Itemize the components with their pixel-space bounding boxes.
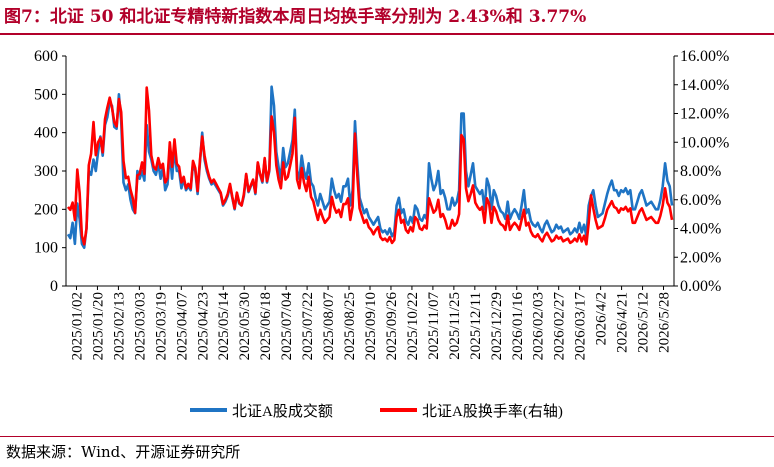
series-layer — [66, 85, 674, 249]
y-right-tick-label: 0.00% — [680, 278, 721, 295]
x-tick-label: 2025/12/29 — [489, 292, 505, 360]
chart-title: 图7：北证 50 和北证专精特新指数本周日均换手率分别为 2.43%和 3.77… — [4, 7, 587, 27]
x-tick-label: 2025/09/10 — [363, 292, 379, 360]
y-right-tick-label: 4.00% — [680, 221, 721, 238]
x-tick-label: 2026/02/27 — [552, 292, 568, 361]
y-right-tick-label: 14.00% — [680, 77, 729, 94]
x-tick-label: 2026/01/16 — [510, 292, 526, 361]
x-tick-label: 2025/01/02 — [69, 292, 85, 360]
x-tick-label: 2025/03/03 — [132, 292, 148, 360]
x-tick-label: 2026/03/17 — [573, 292, 589, 361]
x-tick-label: 2025/11/07 — [426, 292, 442, 360]
y-axis-left: 0 100 200 300 400 500 600 — [34, 48, 67, 295]
x-tick-label: 2025/03/19 — [153, 292, 169, 360]
legend-label-volume: 北证A股成交额 — [232, 402, 333, 420]
x-tick-label: 2026/02/03 — [531, 292, 547, 360]
x-tick-label: 2025/12/11 — [468, 292, 484, 360]
y-axis-right: 0.00% 2.00% 4.00% 6.00% 8.00% 10.00% 12.00% 14.… — [673, 48, 729, 295]
x-tick-label: 2026/4/21 — [615, 292, 631, 353]
x-tick-label: 2026/5/28 — [657, 292, 673, 353]
x-tick-label: 2025/04/23 — [195, 292, 211, 360]
dual-axis-line-chart: 0 100 200 300 400 500 600 0.00% 2.00% 4.00% 6.00%… — [34, 48, 729, 420]
x-tick-label: 2025/02/13 — [111, 292, 127, 360]
legend-label-turnover: 北证A股换手率(右轴) — [422, 403, 563, 420]
title-divider — [0, 33, 774, 35]
y-right-tick-label: 10.00% — [680, 134, 729, 151]
x-tick-label: 2025/05/14 — [216, 292, 232, 361]
x-tick-label: 2025/06/18 — [258, 292, 274, 360]
x-tick-label: 2025/07/22 — [300, 292, 316, 360]
y-left-tick-label: 300 — [34, 163, 58, 180]
y-left-tick-label: 0 — [50, 278, 58, 295]
x-tick-label: 2025/09/26 — [384, 292, 400, 361]
y-right-tick-label: 2.00% — [680, 249, 721, 266]
x-tick-label: 2025/08/25 — [342, 292, 358, 360]
series-line-volume — [66, 85, 674, 249]
footer-divider — [0, 436, 774, 437]
legend: 北证A股成交额 北证A股换手率(右轴) — [190, 402, 563, 420]
y-left-tick-label: 600 — [34, 48, 58, 65]
x-tick-label: 2026/4/2 — [594, 292, 610, 345]
x-tick-label: 2025/05/30 — [237, 292, 253, 360]
x-axis: 2025/01/02 2025/01/20 2025/02/13 2025/03/03… — [66, 285, 674, 361]
y-left-tick-label: 500 — [34, 86, 58, 103]
source-note: 数据来源：Wind、开源证券研究所 — [6, 443, 241, 461]
y-left-tick-label: 400 — [34, 125, 58, 142]
x-tick-label: 2025/10/22 — [405, 292, 421, 360]
x-tick-label: 2025/11/25 — [447, 292, 463, 360]
x-tick-label: 2026/5/12 — [636, 292, 652, 353]
y-right-tick-label: 6.00% — [680, 192, 721, 209]
x-tick-label: 2025/04/07 — [174, 292, 190, 361]
y-left-tick-label: 200 — [34, 201, 58, 218]
x-tick-label: 2025/08/07 — [321, 292, 337, 361]
y-right-tick-label: 12.00% — [680, 106, 729, 123]
y-left-tick-label: 100 — [34, 240, 58, 257]
y-right-tick-label: 8.00% — [680, 163, 721, 180]
x-tick-label: 2025/07/04 — [279, 292, 295, 361]
series-line-turnover — [66, 86, 674, 246]
y-right-tick-label: 16.00% — [680, 48, 729, 65]
x-tick-label: 2025/01/20 — [90, 292, 106, 360]
